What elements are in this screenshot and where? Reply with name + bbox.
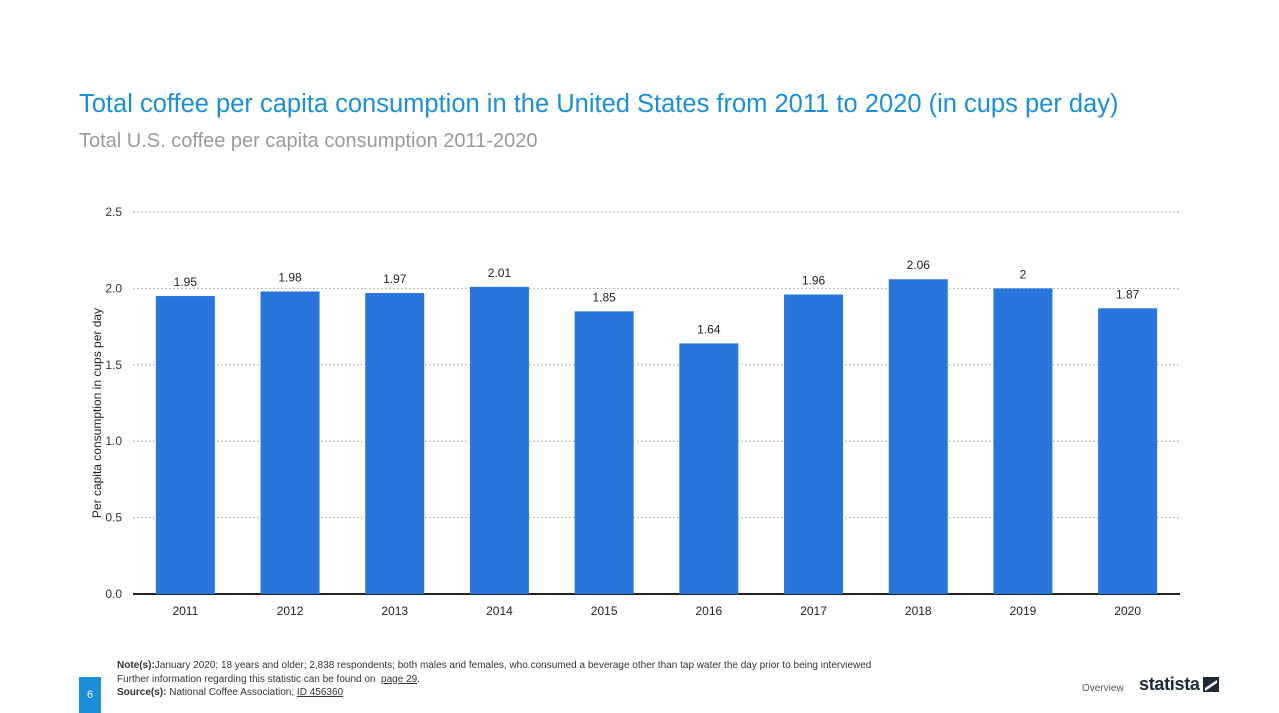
notes-line: Note(s):January 2020; 18 years and older…: [117, 659, 871, 673]
x-tick-label: 2020: [1114, 604, 1141, 618]
x-tick-label: 2013: [381, 604, 408, 618]
data-label: 1.95: [174, 275, 198, 289]
source-text: National Coffee Association;: [169, 687, 295, 698]
y-tick-label: 0.5: [105, 511, 122, 525]
x-tick-label: 2016: [695, 604, 722, 618]
data-label: 2.06: [907, 258, 931, 272]
page-number: 6: [79, 677, 101, 713]
source-line: Source(s): National Coffee Association; …: [117, 686, 871, 700]
bar-2011[interactable]: [155, 296, 215, 594]
page-title: Total coffee per capita consumption in t…: [79, 90, 1119, 118]
data-label: 1.64: [697, 322, 721, 336]
data-label: 1.98: [278, 270, 302, 284]
footer-notes: Note(s):January 2020; 18 years and older…: [117, 659, 871, 700]
page-link[interactable]: page 29: [381, 673, 418, 685]
x-tick-label: 2015: [591, 604, 618, 618]
overview-link[interactable]: Overview: [1082, 683, 1124, 694]
data-label: 2.01: [488, 266, 512, 280]
bar-2019[interactable]: [993, 288, 1053, 594]
bar-2017[interactable]: [784, 294, 844, 594]
bar-2018[interactable]: [888, 279, 948, 594]
notes-label: Note(s):: [117, 660, 155, 671]
data-label: 2: [1020, 267, 1027, 281]
x-tick-label: 2012: [277, 604, 304, 618]
y-tick-label: 2.5: [105, 205, 122, 219]
x-tick-label: 2014: [486, 604, 513, 618]
page-subtitle: Total U.S. coffee per capita consumption…: [79, 130, 538, 152]
y-tick-label: 0.0: [105, 587, 122, 601]
bar-2020[interactable]: [1098, 308, 1158, 594]
x-tick-label: 2011: [172, 604, 198, 618]
statista-logo-icon: [1203, 677, 1219, 692]
y-axis-label: Per capita consumption in cups per day: [90, 308, 104, 518]
source-label: Source(s):: [117, 687, 167, 698]
x-tick-label: 2018: [905, 604, 932, 618]
data-label: 1.87: [1116, 287, 1140, 301]
x-tick-label: 2017: [800, 604, 827, 618]
further-info-text: Further information regarding this stati…: [117, 673, 376, 685]
x-tick-label: 2019: [1010, 604, 1037, 618]
data-label: 1.96: [802, 274, 826, 288]
source-id-link[interactable]: ID 456360: [296, 687, 344, 698]
notes-text: January 2020; 18 years and older; 2,838 …: [154, 660, 872, 671]
data-label: 1.85: [592, 290, 616, 304]
further-info-line: Further information regarding this stati…: [117, 673, 420, 685]
bar-2015[interactable]: [574, 311, 634, 594]
bar-2012[interactable]: [260, 291, 320, 594]
statista-logo: statista: [1139, 674, 1200, 694]
y-tick-label: 2.0: [105, 281, 122, 295]
y-tick-label: 1.0: [105, 434, 122, 448]
bar-2013[interactable]: [365, 292, 425, 594]
bar-2014[interactable]: [469, 286, 529, 594]
y-tick-label: 1.5: [105, 358, 122, 372]
bar-2016[interactable]: [679, 343, 739, 594]
data-label: 1.97: [383, 272, 407, 286]
